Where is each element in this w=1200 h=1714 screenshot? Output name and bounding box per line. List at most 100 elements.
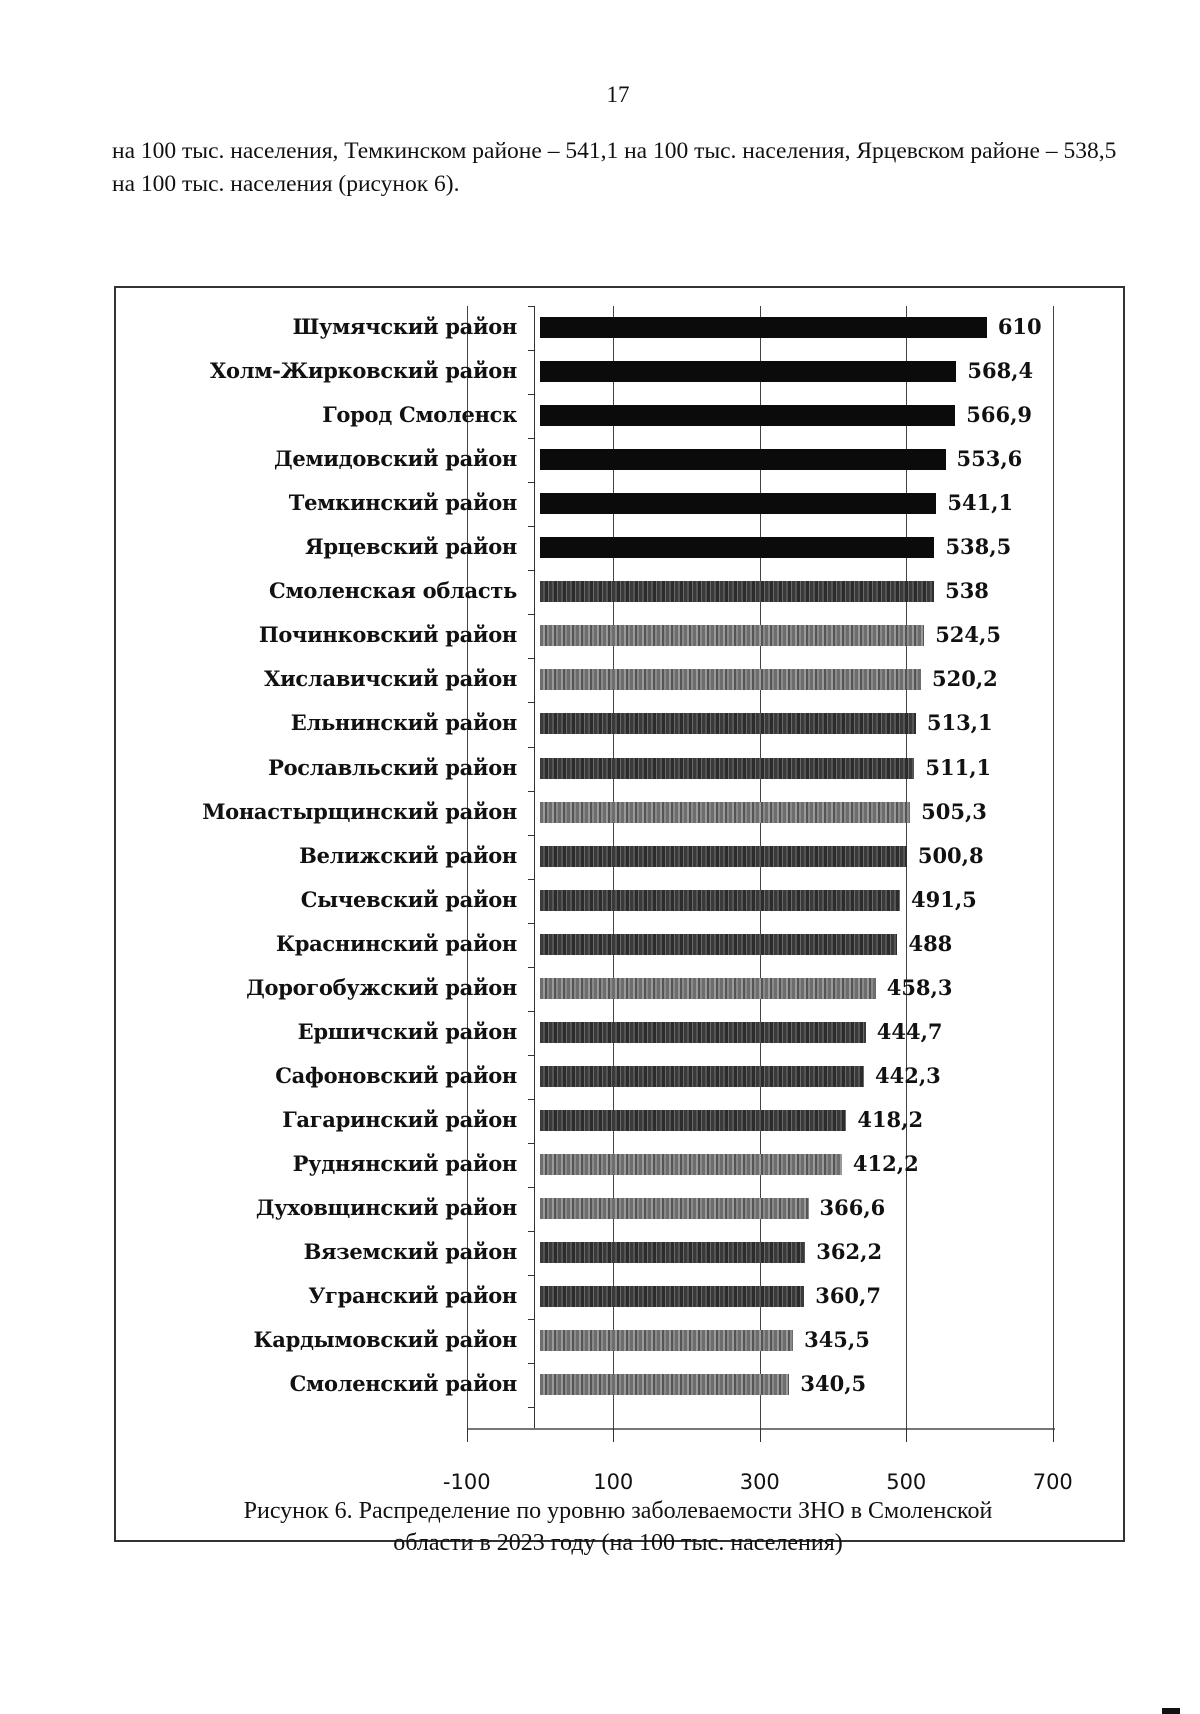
category-tick [528, 790, 534, 792]
data-label: 505,3 [921, 798, 987, 824]
bar [540, 625, 925, 647]
category-tick [528, 702, 534, 704]
x-axis-line [468, 1428, 1055, 1430]
category-tick [528, 614, 534, 616]
x-axis-tick [466, 1428, 468, 1442]
category-label: Демидовский район [273, 446, 517, 472]
data-label: 488 [908, 930, 953, 956]
category-label: Угранский район [308, 1283, 517, 1309]
data-label: 412,2 [852, 1150, 919, 1176]
data-label: 366,6 [819, 1195, 886, 1220]
bar [540, 1109, 847, 1131]
category-tick [528, 1098, 534, 1100]
category-tick [528, 658, 534, 660]
category-label: Вяземский район [303, 1239, 518, 1265]
category-label: Смоленский район [289, 1371, 518, 1397]
category-label: Духовщинский район [255, 1195, 517, 1220]
bar [540, 889, 901, 911]
data-label: 511,1 [925, 754, 992, 780]
category-tick [528, 922, 534, 924]
caption-line-1: Рисунок 6. Распределение по уровню забол… [243, 1498, 993, 1524]
bar [540, 493, 937, 515]
data-label: 500,8 [917, 842, 984, 868]
category-label: Шумячский район [292, 314, 518, 339]
data-label: 340,5 [800, 1371, 867, 1397]
data-label: 610 [997, 314, 1042, 339]
bar [540, 1153, 842, 1175]
category-axis [534, 306, 535, 1429]
data-label: 360,7 [815, 1283, 881, 1309]
category-tick [528, 878, 534, 880]
category-tick [528, 834, 534, 836]
data-label: 566,9 [966, 402, 1033, 428]
bar [540, 977, 876, 999]
category-label: Рославльский район [268, 754, 517, 780]
category-tick [528, 438, 534, 440]
data-label: 541,1 [947, 490, 1014, 516]
category-tick [528, 526, 534, 528]
bar [540, 669, 922, 691]
category-label: Руднянский район [292, 1150, 518, 1176]
data-label: 568,4 [967, 358, 1034, 384]
data-label: 362,2 [816, 1239, 883, 1265]
data-label: 553,6 [956, 446, 1023, 472]
bar [540, 1198, 809, 1219]
data-label: 418,2 [857, 1106, 924, 1132]
bar [540, 1374, 790, 1396]
category-label: Холм-Жирковский район [210, 358, 517, 384]
x-axis-tick-label: 700 [1032, 1470, 1073, 1494]
x-axis-tick-label: 500 [886, 1470, 927, 1494]
bar [540, 757, 915, 779]
data-label: 444,7 [876, 1018, 943, 1044]
chart-frame [114, 286, 1125, 1542]
x-axis-tick [906, 1428, 908, 1442]
bar [540, 1330, 794, 1352]
category-tick [528, 1010, 534, 1012]
category-label: Краснинский район [275, 930, 517, 956]
category-tick [528, 1319, 534, 1321]
intro-paragraph: на 100 тыс. населения, Темкинском районе… [112, 138, 1117, 197]
category-label: Смоленская область [269, 578, 517, 604]
category-label: Дорогобужский район [246, 974, 517, 1000]
figure-caption: Рисунок 6. Распределение по уровню забол… [0, 1495, 1200, 1559]
bar [540, 537, 935, 559]
data-label: 345,5 [804, 1327, 870, 1353]
bar [540, 1242, 806, 1264]
bar [540, 1286, 805, 1308]
category-tick [528, 746, 534, 748]
category-label: Темкинский район [288, 490, 518, 516]
bar [540, 581, 935, 603]
x-axis-tick-label: 100 [593, 1470, 634, 1494]
x-axis-tick-label: 300 [739, 1470, 780, 1494]
category-label: Сафоновский район [275, 1062, 517, 1088]
category-label: Кардымовский район [253, 1327, 517, 1353]
x-axis-tick [613, 1428, 615, 1442]
category-tick [528, 1054, 534, 1056]
bar [540, 317, 987, 338]
category-tick [528, 482, 534, 484]
bar [540, 449, 946, 471]
category-label: Гагаринский район [282, 1106, 517, 1132]
category-tick [528, 394, 534, 396]
bar [540, 845, 907, 867]
gridline [613, 306, 615, 1429]
x-axis-tick-label: -100 [442, 1470, 491, 1494]
data-label: 538 [945, 578, 989, 604]
category-tick [528, 1275, 534, 1277]
category-label: Хиславичский район [264, 666, 517, 692]
data-label: 513,1 [926, 710, 993, 736]
data-label: 442,3 [874, 1062, 941, 1088]
category-label: Починковский район [258, 622, 517, 648]
gridline [759, 306, 761, 1429]
category-tick [528, 570, 534, 572]
bar [540, 801, 911, 823]
bar [540, 405, 956, 427]
data-label: 538,5 [945, 534, 1012, 560]
category-tick [528, 1363, 534, 1365]
category-tick [528, 1142, 534, 1144]
category-label: Монастырщинский район [202, 798, 517, 824]
category-label: Ельнинский район [290, 710, 518, 736]
caption-line-2: области в 2023 году (на 100 тыс. населен… [393, 1530, 843, 1556]
page-number: 17 [606, 82, 630, 107]
category-tick [528, 1407, 534, 1409]
